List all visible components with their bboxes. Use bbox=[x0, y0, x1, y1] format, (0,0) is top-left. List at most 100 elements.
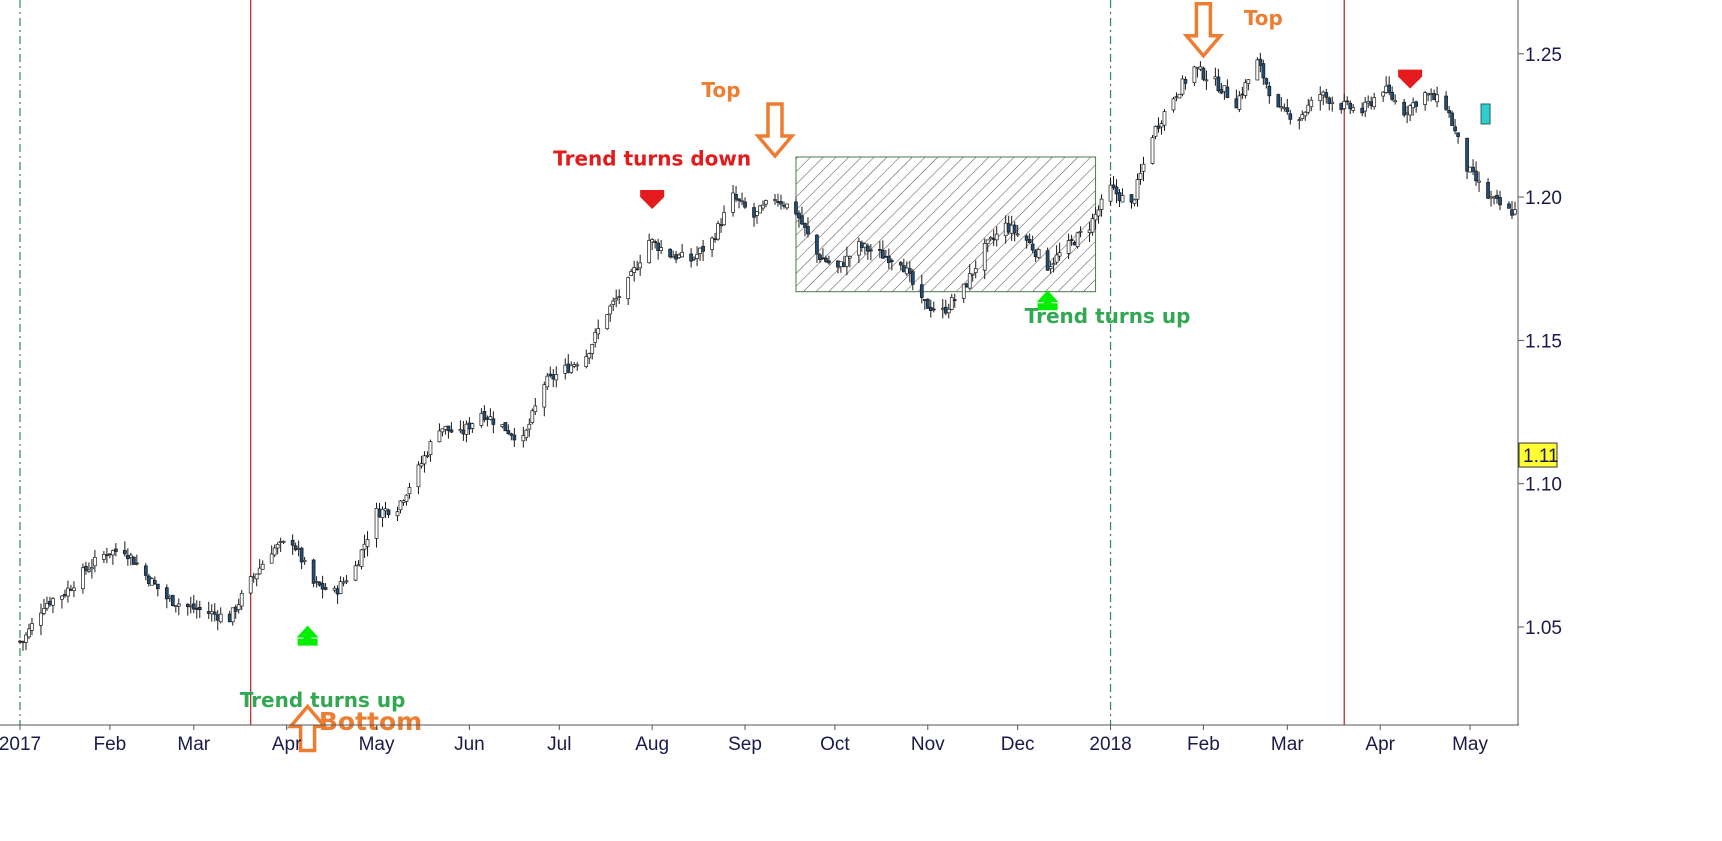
consolidation-box bbox=[795, 156, 1097, 293]
candle-body bbox=[485, 417, 490, 420]
candle-body bbox=[1282, 107, 1287, 110]
candle-body bbox=[212, 611, 217, 615]
candle bbox=[1345, 96, 1350, 106]
candle-body bbox=[985, 239, 990, 244]
candle bbox=[551, 369, 556, 388]
candle bbox=[1195, 67, 1200, 78]
candle-body bbox=[419, 463, 424, 467]
candle bbox=[338, 576, 343, 595]
candle-body bbox=[716, 223, 720, 240]
x-tick-label: 2017 bbox=[0, 734, 41, 755]
candle-body bbox=[949, 297, 954, 310]
candle bbox=[93, 549, 97, 573]
annotation-label: Trend turns up bbox=[1025, 304, 1191, 328]
candle bbox=[925, 298, 930, 309]
candle bbox=[374, 502, 379, 548]
candle bbox=[353, 560, 358, 582]
candle bbox=[1471, 159, 1475, 176]
candle bbox=[824, 255, 828, 264]
candle-body bbox=[845, 255, 849, 267]
candle bbox=[1264, 77, 1269, 89]
candle-body bbox=[30, 623, 34, 631]
candle bbox=[500, 424, 505, 429]
candle-body bbox=[105, 554, 109, 557]
candle-body bbox=[1162, 111, 1167, 126]
candle bbox=[1078, 226, 1083, 238]
candle bbox=[320, 575, 325, 599]
candle bbox=[1093, 207, 1098, 230]
candle bbox=[1222, 85, 1227, 100]
candle-body bbox=[548, 373, 553, 376]
candle-body bbox=[84, 565, 88, 571]
candle bbox=[794, 197, 798, 216]
candle bbox=[743, 197, 747, 209]
candle bbox=[1024, 234, 1029, 249]
candle bbox=[554, 366, 559, 388]
candle-body bbox=[1339, 103, 1344, 110]
candle bbox=[1456, 132, 1460, 144]
candle bbox=[1150, 135, 1155, 165]
candle-body bbox=[803, 222, 807, 228]
candle-body bbox=[464, 423, 469, 435]
x-tick-label: Dec bbox=[1001, 734, 1035, 755]
candle bbox=[1192, 65, 1197, 87]
candle bbox=[45, 596, 49, 612]
candle-body bbox=[467, 422, 472, 430]
candle-body bbox=[1510, 209, 1514, 216]
x-tick-label: May bbox=[1452, 734, 1488, 755]
candle bbox=[443, 425, 448, 435]
candle bbox=[617, 289, 622, 305]
candle bbox=[1012, 221, 1017, 242]
candle-body bbox=[1342, 101, 1347, 110]
candle-body bbox=[779, 201, 783, 205]
candle bbox=[1141, 156, 1146, 182]
candle-body bbox=[416, 464, 421, 488]
candle-body bbox=[1456, 132, 1460, 137]
candle-body bbox=[1258, 58, 1263, 66]
candle-body bbox=[443, 425, 448, 430]
candle-body bbox=[869, 249, 873, 252]
up-arrow-head-icon bbox=[1036, 290, 1059, 303]
candle bbox=[1495, 189, 1499, 204]
candle-body bbox=[551, 374, 556, 380]
annotation-label: Trend turns up bbox=[240, 688, 406, 712]
candle bbox=[407, 482, 412, 499]
candle-body bbox=[1087, 229, 1092, 234]
candle bbox=[296, 540, 301, 557]
x-tick-label: Aug bbox=[635, 734, 669, 755]
candle bbox=[545, 373, 550, 390]
candle-body bbox=[131, 556, 136, 565]
candle bbox=[1384, 76, 1389, 94]
candle-body bbox=[1324, 92, 1329, 98]
candle bbox=[572, 362, 577, 369]
candle-body bbox=[134, 562, 139, 565]
candle-body bbox=[458, 429, 463, 432]
candle bbox=[880, 240, 885, 259]
candle-body bbox=[491, 418, 496, 425]
candle-body bbox=[1078, 230, 1083, 233]
candle-body bbox=[1264, 78, 1269, 85]
candle-body bbox=[1177, 93, 1182, 99]
candle bbox=[1045, 247, 1050, 271]
candle-body bbox=[1498, 197, 1502, 206]
annotation-label: Top bbox=[1244, 6, 1283, 30]
candle-body bbox=[1285, 107, 1290, 113]
candle-body bbox=[215, 614, 220, 621]
candle bbox=[359, 548, 364, 570]
candle-body bbox=[126, 555, 130, 560]
candle bbox=[230, 607, 235, 626]
candle-body bbox=[1243, 82, 1248, 96]
candle bbox=[1120, 188, 1125, 203]
candle-body bbox=[1507, 203, 1511, 209]
candle-body bbox=[488, 416, 493, 420]
candle-body bbox=[1309, 99, 1314, 108]
candle-body bbox=[946, 308, 951, 314]
candle bbox=[1429, 88, 1433, 102]
candle bbox=[323, 583, 328, 591]
candle bbox=[275, 542, 280, 555]
candle-body bbox=[1444, 95, 1448, 110]
cyan-marker bbox=[1480, 103, 1491, 125]
candle-body bbox=[866, 245, 870, 252]
